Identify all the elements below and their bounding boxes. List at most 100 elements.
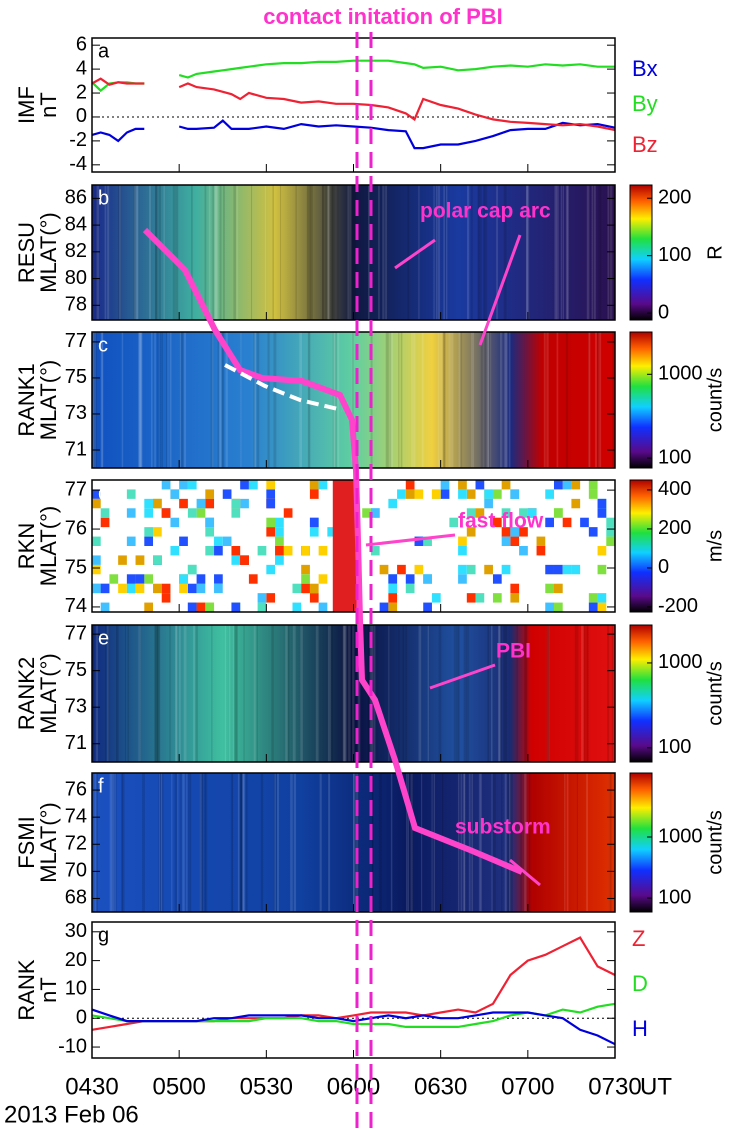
- y-tick-label: 84: [65, 213, 87, 235]
- keogram-streak: [410, 773, 413, 912]
- keogram-cell: [588, 593, 598, 603]
- keogram-cell: [510, 489, 520, 499]
- keogram-cell: [92, 498, 101, 509]
- keogram-cell: [309, 517, 319, 528]
- keogram-streak: [598, 332, 602, 468]
- keogram-streak: [525, 625, 528, 762]
- keogram-cell: [301, 564, 310, 575]
- annotation: polar cap arc: [420, 200, 551, 223]
- keogram-cell: [545, 489, 554, 499]
- keogram-streak: [405, 773, 407, 912]
- keogram-streak: [114, 773, 116, 912]
- keogram-streak: [213, 185, 217, 320]
- keogram-streak: [442, 773, 444, 912]
- keogram-streak: [327, 625, 330, 762]
- y-axis-label: RKN: [14, 523, 39, 569]
- keogram-streak: [167, 332, 169, 468]
- keogram-streak: [382, 185, 385, 320]
- keogram-streak: [276, 773, 279, 912]
- keogram-streak: [204, 773, 206, 912]
- keogram-streak: [315, 625, 319, 762]
- keogram-cell: [118, 583, 127, 594]
- keogram-streak: [407, 185, 410, 320]
- keogram-streak: [183, 332, 187, 468]
- keogram-streak: [293, 773, 297, 912]
- keogram-streak: [335, 332, 337, 468]
- keogram-cell: [248, 574, 258, 584]
- keogram-streak: [398, 332, 400, 468]
- keogram-streak: [322, 185, 324, 320]
- keogram-streak: [562, 185, 565, 320]
- keogram-cell: [466, 508, 476, 518]
- keogram-cell: [553, 508, 563, 518]
- keogram-streak: [371, 773, 374, 912]
- y-tick-label: 0: [76, 105, 87, 127]
- y-axis-label: FSMI: [14, 816, 39, 869]
- keogram-cell: [562, 480, 572, 490]
- keogram-streak: [222, 332, 225, 468]
- keogram-cell: [170, 546, 180, 556]
- keogram-cell: [597, 546, 607, 556]
- keogram-cell: [492, 574, 502, 584]
- keogram-cell: [423, 574, 432, 584]
- keogram-streak: [480, 332, 483, 468]
- keogram-streak: [273, 773, 277, 912]
- keogram-streak: [153, 625, 157, 762]
- keogram-streak: [508, 773, 511, 912]
- keogram-streak: [161, 773, 164, 912]
- keogram-cell: [187, 508, 197, 518]
- keogram-streak: [149, 185, 151, 320]
- keogram-cell: [414, 489, 424, 499]
- keogram-streak: [324, 185, 327, 320]
- y-tick-label: 80: [65, 267, 87, 289]
- keogram-cell: [179, 480, 188, 490]
- arrow: [365, 234, 541, 887]
- keogram-streak: [172, 185, 176, 320]
- keogram-streak: [478, 185, 481, 320]
- keogram-streak: [524, 625, 527, 762]
- date-label: 2013 Feb 06: [4, 1101, 139, 1128]
- keogram-streak: [593, 185, 596, 320]
- keogram-streak: [193, 625, 195, 762]
- keogram-streak: [169, 625, 171, 762]
- keogram-cell: [397, 489, 406, 499]
- keogram-streak: [272, 185, 274, 320]
- keogram-cell: [161, 593, 171, 603]
- keogram-streak: [566, 773, 569, 912]
- keogram-streak: [159, 773, 162, 912]
- keogram-streak: [107, 185, 110, 320]
- colorbar-tick-label: 200: [658, 517, 691, 539]
- keogram-streak: [142, 773, 145, 912]
- keogram-streak: [470, 185, 473, 320]
- keogram-streak: [347, 185, 349, 320]
- keogram-cell: [275, 546, 284, 556]
- keogram-cell: [388, 593, 398, 603]
- keogram-cell: [510, 527, 520, 537]
- keogram-streak: [546, 625, 550, 762]
- keogram-cell: [275, 555, 284, 565]
- keogram-streak: [581, 625, 585, 762]
- keogram-streak: [95, 185, 98, 320]
- keogram-streak: [433, 773, 436, 912]
- keogram-streak: [224, 625, 227, 762]
- keogram-streak: [92, 332, 95, 468]
- keogram-cell: [153, 583, 162, 594]
- keogram-cell: [144, 536, 154, 546]
- keogram-streak: [264, 185, 266, 320]
- keogram-cell: [266, 480, 276, 490]
- keogram-streak: [348, 185, 351, 320]
- keogram-streak: [329, 625, 332, 762]
- colorbar: [629, 624, 653, 763]
- keogram-streak: [608, 773, 611, 912]
- keogram-streak: [116, 625, 119, 762]
- keogram-cell: [309, 593, 319, 603]
- keogram-cell: [309, 527, 319, 537]
- colorbar-tick-label: 100: [658, 736, 691, 758]
- keogram-streak: [180, 773, 182, 912]
- keogram-streak: [133, 185, 136, 320]
- keogram-cell: [388, 583, 398, 594]
- keogram-streak: [251, 185, 253, 320]
- series-line: [91, 1008, 616, 1046]
- keogram-streak: [453, 625, 457, 762]
- keogram-streak: [274, 773, 277, 912]
